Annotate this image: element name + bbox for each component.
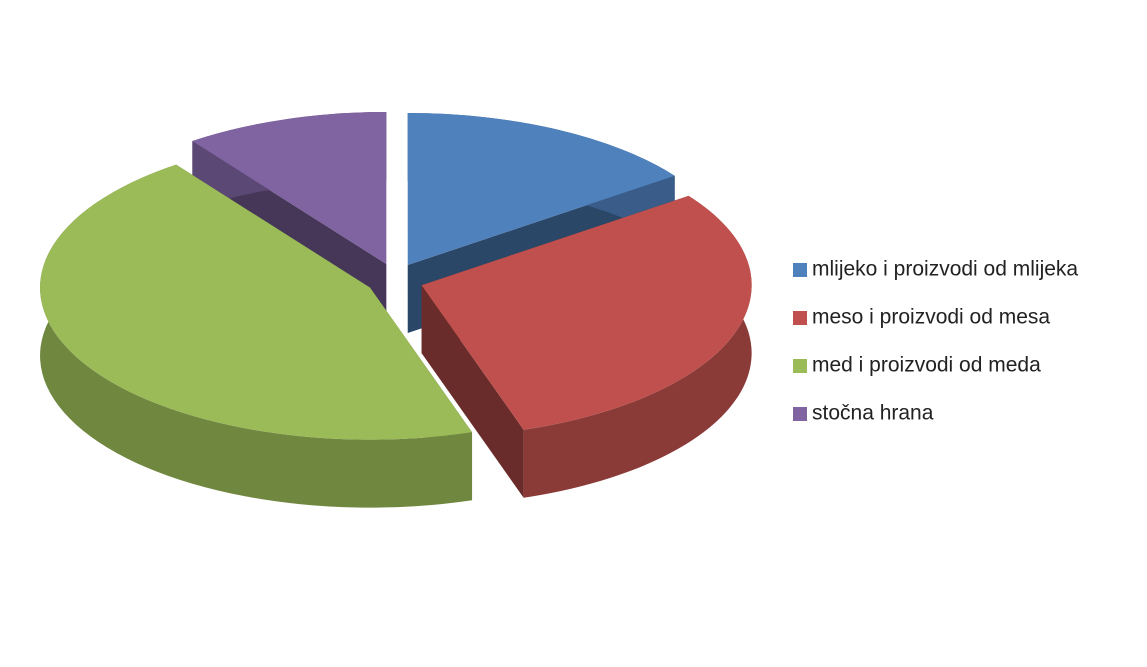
pie xyxy=(40,112,752,508)
slice xyxy=(40,164,473,508)
slice xyxy=(421,195,752,498)
legend-label: meso i proizvodi od mesa xyxy=(812,306,1050,329)
slice-top xyxy=(192,112,387,265)
legend-label: med i proizvodi od meda xyxy=(812,354,1041,377)
legend-swatch xyxy=(793,407,807,421)
slice-top xyxy=(407,113,675,266)
legend-swatch xyxy=(793,359,807,373)
slice-top xyxy=(421,195,752,430)
legend-label: mlijeko i proizvodi od mlijeka xyxy=(812,258,1078,281)
slice-top xyxy=(40,164,473,440)
slice-side xyxy=(523,195,752,498)
slice-wall xyxy=(421,285,524,498)
legend-swatch xyxy=(793,311,807,325)
slice-side xyxy=(40,164,473,508)
legend: mlijeko i proizvodi od mlijeka meso i pro… xyxy=(793,258,1078,425)
legend-label: stočna hrana xyxy=(812,402,934,425)
legend-swatch xyxy=(793,263,807,277)
